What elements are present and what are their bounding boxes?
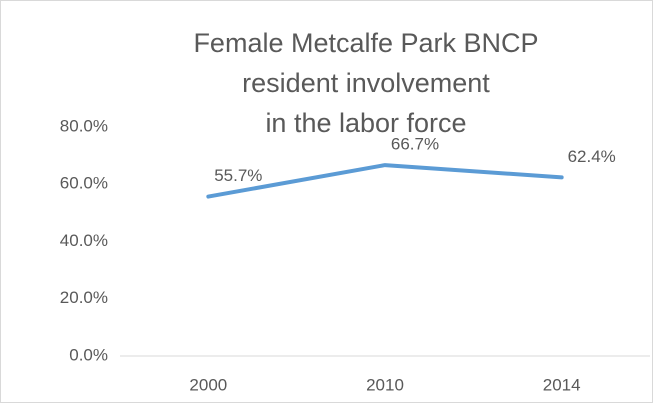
x-tick-label: 2000 (189, 375, 227, 394)
y-tick-label: 60.0% (60, 174, 108, 193)
chart-title: resident involvement (242, 68, 490, 98)
x-tick-label: 2010 (366, 375, 404, 394)
y-tick-label: 0.0% (69, 345, 108, 364)
chart-title: Female Metcalfe Park BNCP (193, 28, 538, 58)
line-series (206, 163, 564, 199)
x-tick-label: 2014 (543, 375, 581, 394)
data-label: 55.7% (214, 166, 262, 185)
y-tick-label: 20.0% (60, 288, 108, 307)
data-label: 66.7% (391, 135, 439, 154)
chart-title: in the labor force (265, 108, 466, 138)
y-tick-label: 80.0% (60, 116, 108, 135)
y-tick-label: 40.0% (60, 231, 108, 250)
data-label: 62.4% (568, 147, 616, 166)
